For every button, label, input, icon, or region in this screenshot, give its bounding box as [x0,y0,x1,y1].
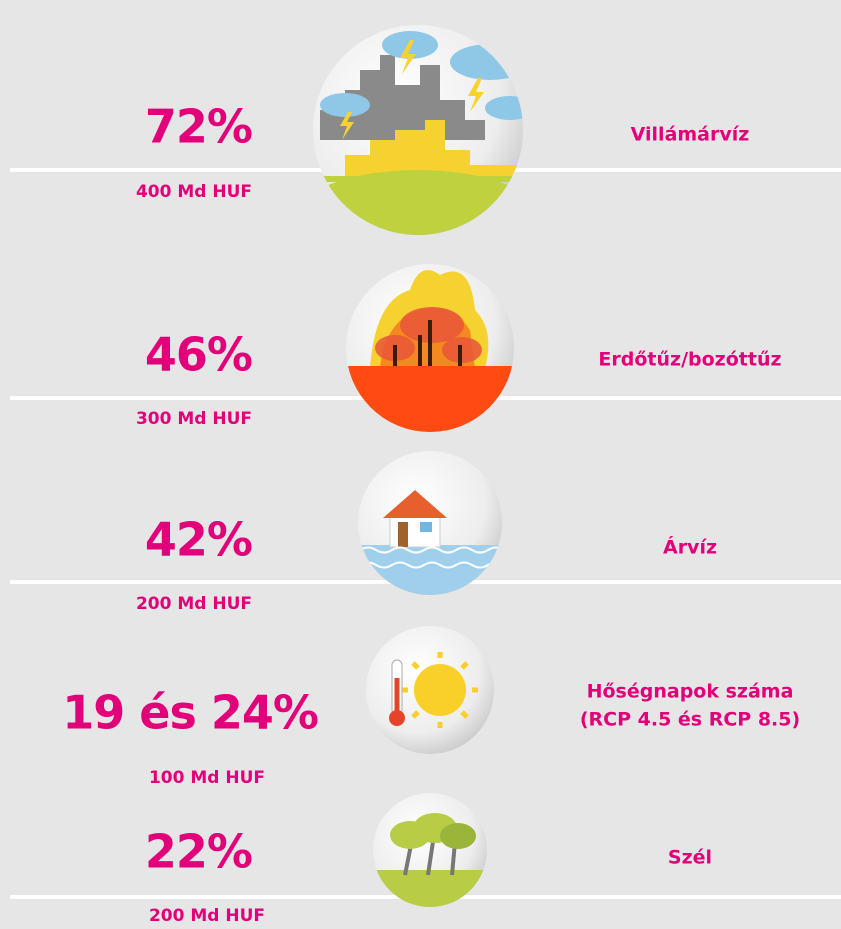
percentage: 46% [145,328,252,382]
hazard-label: Erdőtűz/bozóttűz [598,349,781,371]
percentage: 19 és 24% [62,686,318,740]
cost: 100 Md HUF [149,768,265,788]
hazard-label: Szél [668,847,712,869]
percentage: 72% [145,100,252,154]
percentage: 42% [145,513,252,567]
percentage: 22% [145,825,252,879]
icon-heat [366,626,494,754]
hazard-label: Árvíz [663,536,717,559]
infographic: 72% 400 Md HUF Villámárvíz 46% 300 Md HUF Erd… [0,0,841,929]
hazard-label: Villámárvíz [631,124,750,146]
hazard-label: Hőségnapok száma [587,681,794,703]
cost: 400 Md HUF [136,182,252,202]
icon-flash-flood [298,25,540,260]
hazard-label: (RCP 4.5 és RCP 8.5) [580,709,800,731]
icon-wildfire [340,264,520,436]
icon-wind [370,793,490,910]
cost: 200 Md HUF [136,594,252,614]
cost: 200 Md HUF [149,906,265,926]
cost: 300 Md HUF [136,409,252,429]
